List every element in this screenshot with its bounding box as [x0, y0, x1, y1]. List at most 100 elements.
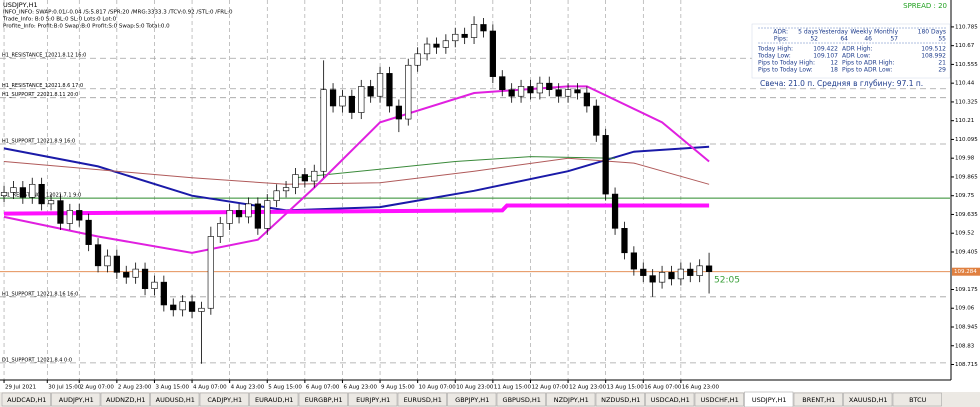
candle-body — [179, 301, 186, 311]
candle-body — [536, 82, 543, 94]
tab-label[interactable]: NZDJPY,H1 — [554, 396, 589, 404]
candle-body — [320, 89, 327, 172]
tab-label[interactable]: GBPUSD,H1 — [503, 396, 541, 404]
plot: H1_RESISTANCE_12021.8.12 16:0 H1_RESISTAN… — [0, 0, 950, 380]
tab-label[interactable]: EURAUD,H1 — [255, 396, 293, 404]
x-tick-label: 6 Aug 23:00 — [343, 385, 377, 391]
tab[interactable] — [447, 392, 497, 407]
candle-body — [358, 86, 365, 113]
candle-body — [226, 210, 233, 224]
tab-label[interactable]: AUDJPY,H1 — [59, 396, 94, 404]
level-label: H1_RESISTANCE_12021.8.6 17:0 — [2, 83, 83, 89]
candle-body — [574, 89, 581, 94]
y-tick-label: 110.44 — [955, 81, 975, 87]
y-tick-label: 110.67 — [955, 43, 975, 49]
tab-label[interactable]: BRENT,H1 — [802, 396, 835, 404]
candle-body — [273, 190, 280, 201]
tab[interactable] — [793, 392, 843, 407]
adr-cell: Pips to ADR High: — [842, 60, 895, 67]
candle-body — [423, 43, 431, 55]
tab-label[interactable]: EURUSD,H1 — [404, 396, 442, 404]
tab[interactable] — [298, 392, 348, 407]
tab-label[interactable]: AUDCAD,H1 — [7, 396, 46, 404]
tab[interactable] — [546, 392, 596, 407]
level-label: H1_SUPPORT_22021.8.11 20:0 — [2, 92, 78, 98]
candle-body — [170, 304, 177, 311]
adr-table: ADR: 5 days Yesterday Weekly Monthly 180 Days… — [757, 27, 946, 74]
adr-header: 5 days — [798, 29, 818, 36]
candle-body — [245, 203, 252, 218]
tab[interactable] — [397, 392, 447, 407]
adr-cell: Today Low: — [757, 53, 791, 60]
candle-body — [19, 187, 26, 198]
adr-pips: 46 — [864, 36, 872, 43]
level-label: H1_RESISTANCE_12021.8.12 16:0 — [2, 53, 86, 59]
candle-body — [367, 86, 374, 97]
tab[interactable] — [645, 392, 695, 407]
adr-cell: 109.422 — [813, 46, 838, 53]
adr-cell: 12 — [830, 60, 838, 67]
y-tick-label: 108.83 — [955, 343, 975, 349]
tab-label[interactable]: USDCHF,H1 — [701, 396, 739, 404]
tab-label[interactable]: AUDNZD,H1 — [106, 396, 146, 404]
candle-body — [649, 275, 656, 283]
tab[interactable] — [51, 392, 101, 407]
candle-body — [207, 236, 214, 309]
adr-cell: Today High: — [757, 46, 793, 53]
adr-cell: ADR High: — [842, 46, 873, 53]
candle-body — [301, 174, 308, 182]
candle-body — [254, 203, 261, 229]
adr-cell: 109.512 — [921, 46, 946, 53]
candle-note: Свеча: 21.0 п. Средняя в глубину: 97.1 п… — [760, 79, 923, 88]
tab[interactable] — [744, 391, 794, 407]
candle-body — [329, 89, 337, 107]
y-tick-label: 108.945 — [955, 324, 978, 330]
y-tick-label: 109.175 — [955, 287, 978, 293]
tab-label[interactable]: AUDUSD,H1 — [156, 396, 195, 404]
candle-body — [188, 301, 196, 312]
tab[interactable] — [348, 392, 398, 407]
tabs: AUDCAD,H1 AUDJPY,H1 AUDNZD,H1 AUDUSD,H1 CADJ… — [1, 391, 942, 407]
tab-label[interactable]: CADJPY,H1 — [207, 396, 242, 404]
tab[interactable] — [249, 392, 299, 407]
candle-body — [668, 272, 675, 280]
candle-body — [38, 183, 45, 205]
tab-label[interactable]: NZDUSD,H1 — [601, 396, 640, 404]
candle-body — [593, 105, 600, 136]
tab-label[interactable]: EURJPY,H1 — [356, 396, 390, 404]
candle-body — [677, 268, 684, 280]
candle-body — [583, 92, 590, 107]
candle-body — [470, 24, 478, 38]
tab-label[interactable]: USDJPY,H1 — [752, 396, 787, 404]
level-label: H1_SUPPORT_12021.8.16 16:0 — [2, 291, 78, 297]
adr-header: Yesterday — [818, 29, 849, 36]
tab[interactable] — [496, 392, 546, 407]
tab-label[interactable]: USDCAD,H1 — [651, 396, 690, 404]
tab[interactable] — [1, 392, 51, 407]
tab[interactable] — [100, 392, 150, 407]
x-tick-label: 11 Aug 15:00 — [494, 385, 532, 391]
tab[interactable] — [694, 392, 744, 407]
tab[interactable] — [150, 392, 200, 407]
tab[interactable] — [843, 392, 893, 407]
tab[interactable] — [199, 392, 249, 407]
tab-label[interactable]: XAUUSD,H1 — [849, 396, 888, 404]
tab-label[interactable]: EURGBP,H1 — [305, 396, 343, 404]
info-line: Profite_Info: Profit:B:0 Swap:B:0 Profit… — [3, 24, 170, 30]
candle-body — [611, 193, 619, 229]
tab-label[interactable]: GBPJPY,H1 — [455, 396, 489, 404]
candle-body — [0, 192, 8, 197]
candle-body — [311, 170, 318, 182]
candle-body — [489, 30, 496, 77]
tab[interactable] — [595, 392, 645, 407]
tab[interactable] — [892, 392, 942, 407]
tab-label[interactable]: BTCU — [909, 396, 927, 404]
adr-panel — [751, 23, 951, 79]
candle-body — [480, 24, 487, 32]
x-tick-label: 10 Aug 23:00 — [456, 385, 494, 391]
info-line: Trade_Info: B:0 S:0 BL:0 SL:0 Lots:0 Lot… — [2, 17, 117, 23]
x-tick-label: 6 Aug 07:00 — [306, 385, 340, 391]
adr-cell: 18 — [830, 67, 838, 74]
adr-header: Monthly — [874, 29, 898, 36]
